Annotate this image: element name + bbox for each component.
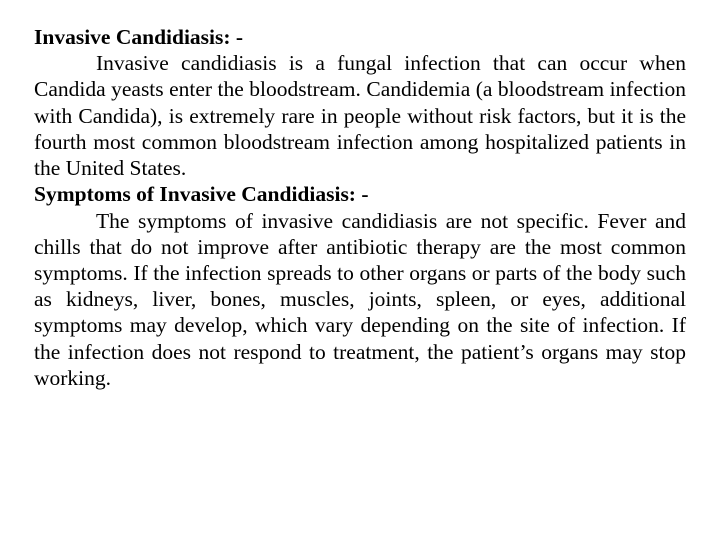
- section-heading-1: Invasive Candidiasis: -: [34, 24, 686, 50]
- section-heading-2: Symptoms of Invasive Candidiasis: -: [34, 181, 686, 207]
- section-body-2-text: The symptoms of invasive candidiasis are…: [34, 209, 686, 390]
- section-body-2: The symptoms of invasive candidiasis are…: [34, 208, 686, 392]
- document-page: Invasive Candidiasis: - Invasive candidi…: [0, 0, 720, 540]
- section-body-1-text: Invasive candidiasis is a fungal infecti…: [34, 51, 686, 180]
- section-body-1: Invasive candidiasis is a fungal infecti…: [34, 50, 686, 181]
